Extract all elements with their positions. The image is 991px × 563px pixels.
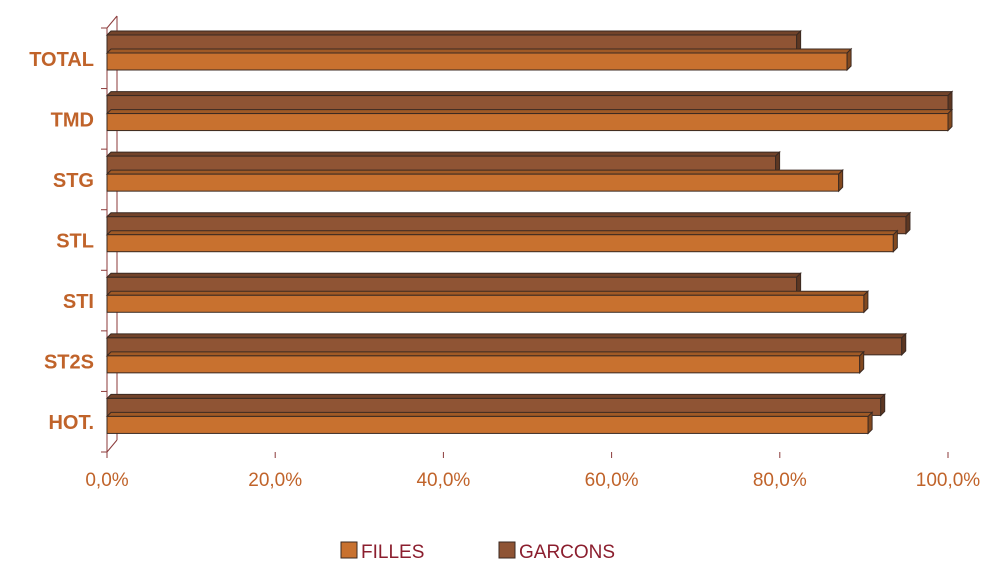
x-tick-label: 40,0%	[416, 470, 470, 491]
category-label: STI	[63, 291, 94, 313]
category-label: TOTAL	[29, 49, 94, 71]
x-tick-label: 80,0%	[753, 470, 807, 491]
y-axis-top-edge	[106, 15, 118, 29]
category-label: STL	[56, 230, 94, 252]
legend-label: FILLES	[361, 542, 424, 563]
bar-filles-stl	[105, 229, 899, 253]
bar-filles-total	[105, 47, 853, 72]
bar-garcons-hot	[105, 393, 886, 417]
legend-item-filles: FILLES	[340, 541, 424, 563]
bar-garcons-tmd	[105, 90, 954, 114]
x-tick-labels: 0,0% 20,0% 40,0% 60,0% 80,0% 100,0%	[85, 470, 980, 491]
category-labels: TOTAL TMD STG STL STI ST2S HOT.	[29, 49, 94, 434]
bar-filles-st2s	[105, 350, 865, 375]
x-tick-label: 0,0%	[85, 470, 128, 491]
category-label: ST2S	[44, 352, 94, 374]
bar-filles-tmd	[105, 108, 954, 132]
bar-garcons-stg	[105, 150, 781, 175]
category-label: TMD	[51, 109, 94, 131]
legend: FILLES GARCONS	[340, 541, 615, 563]
x-tick-label: 60,0%	[585, 470, 639, 491]
legend-item-garcons: GARCONS	[498, 541, 615, 563]
bar-filles-hot	[105, 411, 874, 435]
bar-filles-stg	[105, 168, 844, 193]
bar-garcons-st2s	[105, 332, 907, 357]
legend-label: GARCONS	[519, 542, 615, 563]
x-tick-label: 100,0%	[916, 470, 981, 491]
bar-garcons-stl	[105, 211, 912, 235]
floor-edge	[106, 439, 118, 453]
chart-bars	[105, 29, 954, 435]
category-label: HOT.	[48, 412, 94, 434]
x-tick-label: 20,0%	[248, 470, 302, 491]
legend-swatch	[498, 541, 516, 559]
legend-swatch	[340, 541, 358, 559]
bar-filles-sti	[105, 290, 870, 314]
bar-garcons-total	[105, 29, 802, 54]
bar-garcons-sti	[105, 272, 802, 296]
category-label: STG	[53, 170, 94, 192]
